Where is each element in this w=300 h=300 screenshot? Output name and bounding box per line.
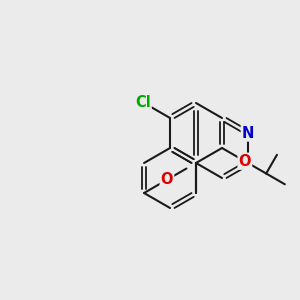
Text: O: O <box>238 154 251 169</box>
Text: Cl: Cl <box>135 95 151 110</box>
Text: N: N <box>242 125 254 140</box>
Text: O: O <box>161 172 173 187</box>
